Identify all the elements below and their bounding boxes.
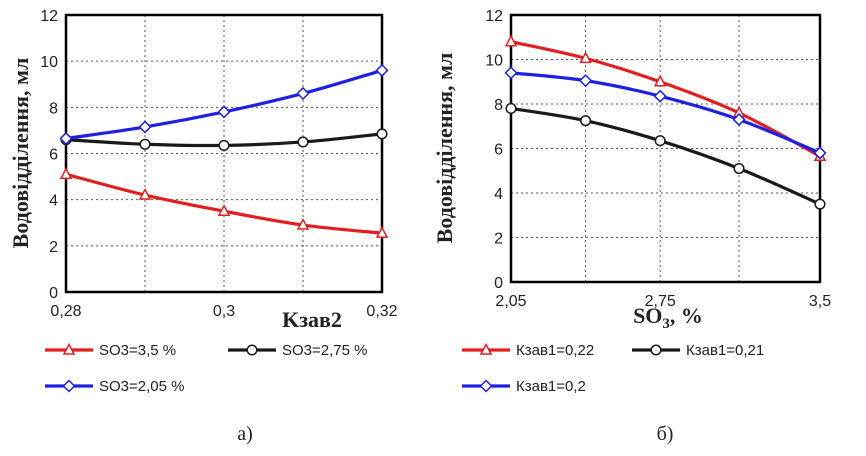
y-tick-label: 12 <box>40 8 58 25</box>
data-point-2 <box>297 136 309 148</box>
chart-panel-2: 0 2 4 6 8 10 12 2,05 2,75 3,5 Водовідділення, мл SO… <box>432 8 831 445</box>
y-tick-label: 0 <box>49 285 58 302</box>
data-point-3 <box>504 66 518 80</box>
data-point-2 <box>218 139 230 151</box>
legend-label-1: Кзав1=0,22 <box>516 342 594 359</box>
data-point-2 <box>814 198 826 210</box>
x-tick-label: 0,3 <box>213 303 235 320</box>
data-point-2 <box>505 102 517 114</box>
legend-label-2: SO3=2,75 % <box>282 342 367 359</box>
data-point-3 <box>217 105 231 119</box>
x-axis-title-main: SO <box>633 303 662 328</box>
y-tick-label: 10 <box>485 53 503 70</box>
legend-label-2: Кзав1=0,21 <box>686 342 764 359</box>
x-tick-label: 2,05 <box>495 293 526 310</box>
x-tick-label: 2,75 <box>645 293 676 310</box>
y-tick-label: 4 <box>494 186 503 203</box>
y-tick-label: 4 <box>49 193 58 210</box>
y-tick-label: 2 <box>49 239 58 256</box>
y-tick-label: 12 <box>485 8 503 25</box>
y-tick-label: 0 <box>494 275 503 292</box>
data-point-1 <box>375 226 389 238</box>
data-point-1 <box>217 204 231 216</box>
legend: SO3=3,5 % SO3=2,75 % SO3=2,05 % <box>45 342 367 395</box>
series-line-2 <box>510 106 821 206</box>
y-axis-title: Водовідділення, мл <box>432 53 457 244</box>
x-axis-title: SO3, % <box>633 303 703 332</box>
x-axis-title-sub: 3 <box>662 316 670 332</box>
series-line-1 <box>65 172 383 235</box>
y-tick-label: 6 <box>49 147 58 164</box>
data-point-2 <box>654 135 666 147</box>
data-point-3 <box>653 89 667 103</box>
data-point-1 <box>504 34 518 47</box>
data-point-2 <box>139 138 151 150</box>
data-point-1 <box>296 217 310 230</box>
x-tick-label: 3,5 <box>809 293 831 310</box>
legend-label-1: SO3=3,5 % <box>99 342 176 359</box>
data-point-2 <box>376 128 388 140</box>
y-tick-label: 10 <box>40 54 58 71</box>
y-tick-label: 8 <box>49 100 58 117</box>
data-point-3 <box>813 146 827 160</box>
data-point-3 <box>579 74 593 88</box>
data-point-2 <box>580 115 592 127</box>
y-tick-label: 8 <box>494 97 503 114</box>
panel-caption: а) <box>237 423 253 445</box>
legend-marker-1 <box>479 342 493 355</box>
legend-label-3: Кзав1=0,2 <box>516 378 586 395</box>
data-point-3 <box>138 120 152 134</box>
legend-marker-1 <box>62 342 76 355</box>
data-point-1 <box>138 187 152 200</box>
y-axis-title: Водовідділення, мл <box>8 58 33 249</box>
legend-marker-3 <box>62 379 76 393</box>
legend-label-3: SO3=2,05 % <box>99 378 184 395</box>
x-axis-title-suffix: , % <box>670 303 703 328</box>
data-point-2 <box>733 162 745 175</box>
data-point-1 <box>59 167 73 180</box>
data-point-3 <box>375 63 389 77</box>
data-point-3 <box>296 86 310 101</box>
data-point-3 <box>59 131 73 146</box>
y-tick-label: 6 <box>494 142 503 159</box>
data-point-3 <box>732 113 746 127</box>
x-tick-label: 0,32 <box>366 303 397 320</box>
plot-frame <box>64 13 384 294</box>
panel-caption: б) <box>657 423 674 445</box>
legend: Кзав1=0,22 Кзав1=0,21 Кзав1=0,2 <box>462 342 764 395</box>
y-tick-label: 2 <box>494 231 503 248</box>
data-point-1 <box>579 51 592 64</box>
legend-marker-3 <box>479 379 493 393</box>
legend-marker-2 <box>246 344 258 356</box>
data-point-1 <box>653 74 667 87</box>
chart-panel-1: 0 2 4 6 8 10 12 0,28 0,3 0,32 Водовідділення, мл Kз… <box>8 8 398 445</box>
legend-marker-2 <box>650 344 662 356</box>
x-axis-title: Kзав2 <box>282 307 342 332</box>
x-tick-label: 0,28 <box>50 303 81 320</box>
